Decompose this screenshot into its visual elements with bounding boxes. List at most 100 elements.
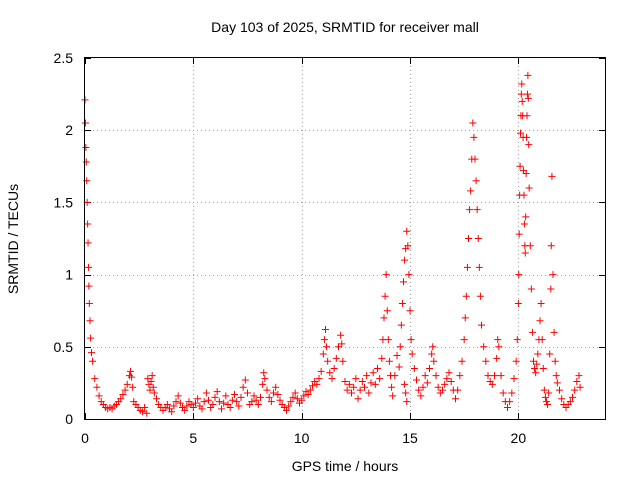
- data-point: [536, 317, 544, 325]
- grid-lines: [85, 58, 605, 419]
- data-point: [407, 336, 415, 344]
- data-point: [144, 375, 152, 383]
- data-point: [508, 389, 516, 397]
- data-point: [397, 321, 405, 329]
- data-point: [523, 90, 531, 98]
- data-point: [202, 389, 210, 397]
- data-point: [274, 390, 282, 398]
- data-point: [401, 380, 409, 388]
- data-point: [522, 170, 530, 178]
- data-point: [128, 373, 136, 381]
- data-point: [211, 393, 219, 401]
- data-point: [384, 336, 392, 344]
- y-tick-label: 2.5: [54, 50, 74, 66]
- data-point: [369, 369, 377, 377]
- data-point: [552, 372, 560, 380]
- y-tick-label: 1: [65, 267, 73, 283]
- data-point: [272, 383, 280, 391]
- data-point: [441, 380, 449, 388]
- data-point: [421, 372, 429, 380]
- data-point: [482, 357, 490, 365]
- data-point: [549, 271, 557, 279]
- data-point: [523, 133, 531, 141]
- data-point: [86, 317, 94, 325]
- data-point: [517, 129, 524, 137]
- data-point: [374, 364, 381, 372]
- data-point: [117, 395, 125, 403]
- data-point: [445, 369, 453, 377]
- data-point: [371, 380, 379, 388]
- data-point: [493, 354, 501, 362]
- data-point: [473, 206, 481, 214]
- data-point: [423, 379, 431, 387]
- data-point: [480, 343, 488, 351]
- data-point: [343, 386, 351, 394]
- data-point: [469, 119, 477, 127]
- data-point: [176, 399, 184, 407]
- data-point: [365, 389, 373, 397]
- x-tick-label: 5: [189, 430, 197, 446]
- data-point: [499, 389, 507, 397]
- data-point: [475, 263, 483, 271]
- data-point: [287, 398, 295, 406]
- data-point: [533, 360, 541, 368]
- data-point: [472, 177, 480, 185]
- data-point: [138, 408, 146, 416]
- data-point: [516, 162, 524, 170]
- data-point: [478, 321, 485, 329]
- data-point: [538, 336, 546, 344]
- data-point: [520, 191, 528, 199]
- data-point: [518, 97, 526, 105]
- data-point: [248, 398, 256, 406]
- data-point: [429, 343, 437, 351]
- data-point: [376, 375, 384, 383]
- data-point: [471, 155, 479, 163]
- data-point: [276, 396, 284, 404]
- data-point: [261, 375, 269, 383]
- data-point: [252, 396, 260, 404]
- data-point: [215, 398, 223, 406]
- data-point: [548, 172, 556, 180]
- data-point: [85, 282, 93, 290]
- data-point: [514, 299, 522, 307]
- data-point: [540, 386, 548, 394]
- data-point: [141, 403, 149, 411]
- data-point: [573, 377, 581, 385]
- data-point: [515, 230, 523, 238]
- data-point: [543, 398, 550, 406]
- data-point: [452, 395, 459, 403]
- data-point: [339, 357, 347, 365]
- data-point: [250, 392, 258, 400]
- data-point: [300, 392, 308, 400]
- data-point: [315, 375, 323, 383]
- data-point: [395, 363, 403, 371]
- data-point: [241, 376, 249, 384]
- data-point: [222, 392, 230, 400]
- data-point: [354, 395, 362, 403]
- data-point: [293, 395, 301, 403]
- data-point: [172, 398, 180, 406]
- data-point: [328, 375, 336, 383]
- data-point: [385, 357, 393, 365]
- data-point: [170, 402, 178, 410]
- data-point: [544, 401, 552, 409]
- data-point: [517, 90, 525, 98]
- data-point: [121, 386, 129, 394]
- data-point: [513, 336, 521, 344]
- data-point: [566, 398, 574, 406]
- data-point: [183, 402, 191, 410]
- data-point: [467, 187, 475, 195]
- data-point: [267, 398, 275, 406]
- data-point: [127, 367, 134, 375]
- data-point: [417, 392, 425, 400]
- data-point: [391, 372, 399, 380]
- data-point: [174, 392, 182, 400]
- data-point: [527, 285, 535, 293]
- data-point: [547, 285, 555, 293]
- data-point: [322, 325, 329, 333]
- data-point: [163, 401, 171, 409]
- x-tick-label: 20: [511, 430, 527, 446]
- data-point: [341, 377, 349, 385]
- data-point: [525, 141, 533, 149]
- data-point: [257, 393, 264, 401]
